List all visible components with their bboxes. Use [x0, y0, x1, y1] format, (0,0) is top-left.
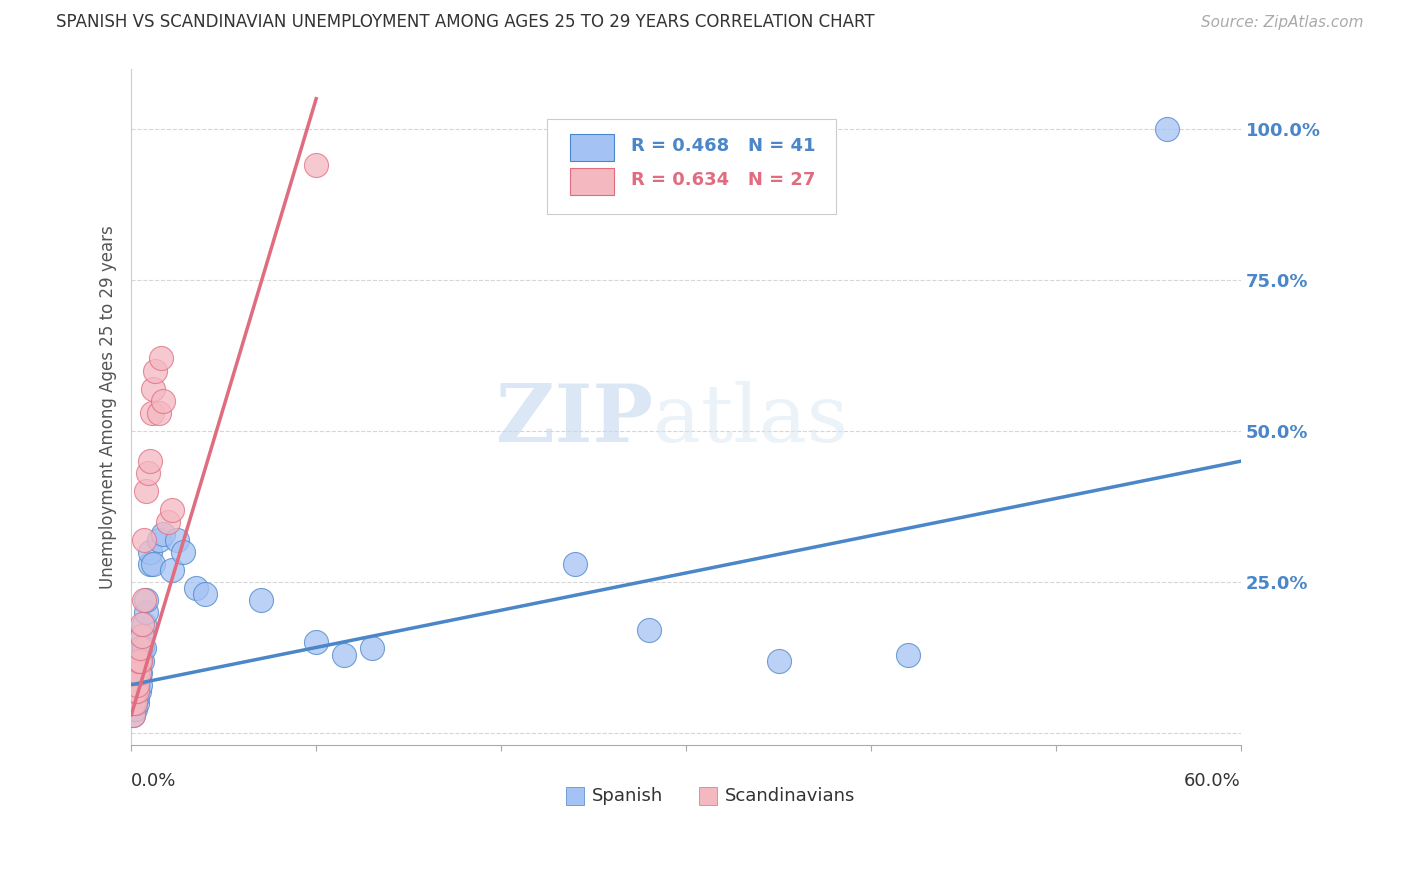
Point — [194, 587, 217, 601]
Point — [148, 406, 170, 420]
Point — [134, 641, 156, 656]
Text: R = 0.634   N = 27: R = 0.634 N = 27 — [630, 171, 815, 189]
Point — [124, 696, 146, 710]
Y-axis label: Unemployment Among Ages 25 to 29 years: Unemployment Among Ages 25 to 29 years — [100, 225, 117, 589]
Point — [128, 665, 150, 680]
Point — [125, 683, 148, 698]
Point — [124, 702, 146, 716]
Point — [1156, 122, 1178, 136]
Point — [249, 593, 271, 607]
Point — [157, 515, 180, 529]
Point — [122, 696, 145, 710]
Point — [125, 690, 148, 704]
Point — [135, 605, 157, 619]
Point — [859, 772, 882, 786]
Point — [360, 641, 382, 656]
Point — [149, 351, 172, 366]
Point — [134, 533, 156, 547]
Point — [128, 672, 150, 686]
Text: Scandinavians: Scandinavians — [725, 787, 855, 805]
Point — [135, 484, 157, 499]
Point — [148, 533, 170, 547]
Point — [166, 533, 188, 547]
Point — [897, 648, 920, 662]
Point — [128, 683, 150, 698]
Point — [131, 641, 153, 656]
Point — [134, 617, 156, 632]
Text: atlas: atlas — [652, 382, 848, 459]
Point — [139, 454, 162, 468]
Point — [122, 707, 145, 722]
Point — [128, 665, 150, 680]
Point — [1081, 772, 1104, 786]
Point — [125, 683, 148, 698]
Point — [184, 581, 207, 595]
Point — [125, 665, 148, 680]
Point — [125, 678, 148, 692]
Point — [124, 690, 146, 704]
Point — [124, 696, 146, 710]
Point — [305, 158, 328, 172]
Point — [142, 382, 165, 396]
Point — [152, 393, 174, 408]
Point — [141, 406, 163, 420]
Point — [142, 557, 165, 571]
Point — [305, 635, 328, 649]
Point — [134, 593, 156, 607]
Text: ZIP: ZIP — [496, 382, 652, 459]
Point — [122, 707, 145, 722]
Point — [131, 629, 153, 643]
Point — [172, 545, 194, 559]
Text: Source: ZipAtlas.com: Source: ZipAtlas.com — [1201, 15, 1364, 29]
Text: Spanish: Spanish — [592, 787, 664, 805]
Point — [564, 557, 586, 571]
Text: 60.0%: 60.0% — [1184, 772, 1241, 789]
Point — [125, 678, 148, 692]
Point — [160, 563, 183, 577]
Text: SPANISH VS SCANDINAVIAN UNEMPLOYMENT AMONG AGES 25 TO 29 YEARS CORRELATION CHART: SPANISH VS SCANDINAVIAN UNEMPLOYMENT AMO… — [56, 12, 875, 30]
Point — [122, 696, 145, 710]
Point — [152, 526, 174, 541]
FancyBboxPatch shape — [547, 120, 835, 214]
Point — [143, 363, 166, 377]
FancyBboxPatch shape — [569, 168, 614, 195]
Point — [160, 502, 183, 516]
Point — [768, 654, 790, 668]
Point — [129, 654, 152, 668]
Point — [128, 654, 150, 668]
Point — [129, 678, 152, 692]
FancyBboxPatch shape — [569, 134, 614, 161]
Point — [638, 624, 661, 638]
Point — [333, 648, 356, 662]
Text: R = 0.468   N = 41: R = 0.468 N = 41 — [630, 137, 815, 155]
Point — [129, 665, 152, 680]
Point — [135, 593, 157, 607]
Point — [131, 617, 153, 632]
Text: 0.0%: 0.0% — [131, 772, 177, 789]
Point — [131, 629, 153, 643]
Point — [139, 545, 162, 559]
Point — [124, 683, 146, 698]
Point — [129, 641, 152, 656]
Point — [131, 654, 153, 668]
Point — [125, 696, 148, 710]
Point — [129, 654, 152, 668]
Point — [136, 467, 159, 481]
Point — [139, 557, 162, 571]
